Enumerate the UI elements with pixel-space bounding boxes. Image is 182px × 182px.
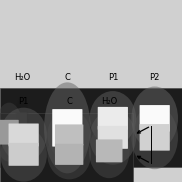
FancyBboxPatch shape	[17, 112, 27, 135]
Bar	[0, 113, 133, 182]
FancyBboxPatch shape	[9, 143, 39, 166]
Text: P2: P2	[149, 73, 160, 82]
FancyBboxPatch shape	[98, 126, 128, 149]
FancyBboxPatch shape	[9, 124, 39, 147]
FancyBboxPatch shape	[0, 120, 19, 145]
Ellipse shape	[131, 86, 178, 150]
Text: P1: P1	[18, 98, 29, 106]
Ellipse shape	[90, 91, 136, 146]
FancyBboxPatch shape	[140, 124, 170, 151]
Ellipse shape	[0, 103, 24, 162]
Text: C: C	[66, 98, 72, 106]
FancyBboxPatch shape	[140, 105, 170, 132]
FancyBboxPatch shape	[52, 109, 82, 147]
FancyBboxPatch shape	[55, 144, 83, 165]
FancyBboxPatch shape	[98, 107, 128, 130]
Ellipse shape	[47, 129, 91, 179]
Ellipse shape	[131, 106, 178, 169]
FancyBboxPatch shape	[96, 139, 122, 162]
Ellipse shape	[47, 110, 91, 160]
Ellipse shape	[90, 110, 136, 165]
Ellipse shape	[0, 127, 47, 182]
Text: P1: P1	[108, 73, 118, 82]
Text: C: C	[64, 73, 70, 82]
Ellipse shape	[89, 124, 130, 178]
FancyBboxPatch shape	[55, 124, 83, 146]
Bar	[0, 88, 182, 167]
Ellipse shape	[44, 82, 91, 173]
Ellipse shape	[0, 108, 47, 162]
Ellipse shape	[15, 97, 29, 151]
Text: H₂O: H₂O	[101, 98, 117, 106]
Text: H₂O: H₂O	[14, 73, 30, 82]
